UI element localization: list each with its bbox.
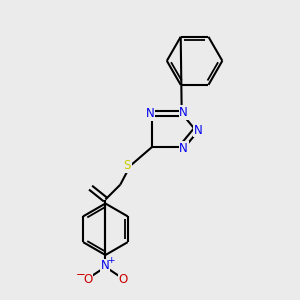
Text: N: N — [146, 107, 154, 120]
Text: S: S — [124, 159, 131, 172]
Text: N: N — [101, 260, 110, 272]
Text: N: N — [194, 124, 203, 137]
Text: O: O — [118, 273, 128, 286]
Text: O: O — [83, 273, 92, 286]
Text: −: − — [76, 268, 85, 281]
Text: +: + — [106, 256, 114, 266]
Text: N: N — [179, 142, 188, 154]
Text: N: N — [179, 106, 188, 119]
